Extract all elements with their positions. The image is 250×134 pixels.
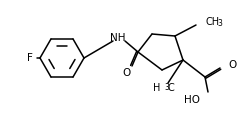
Text: NH: NH [110,33,125,43]
Text: H: H [152,83,159,93]
Text: 3: 3 [216,18,221,27]
Text: 3: 3 [163,83,168,92]
Text: O: O [227,60,235,70]
Text: HO: HO [183,95,199,105]
Text: F: F [27,53,33,63]
Text: CH: CH [205,17,219,27]
Text: O: O [122,68,130,78]
Text: C: C [167,83,174,93]
